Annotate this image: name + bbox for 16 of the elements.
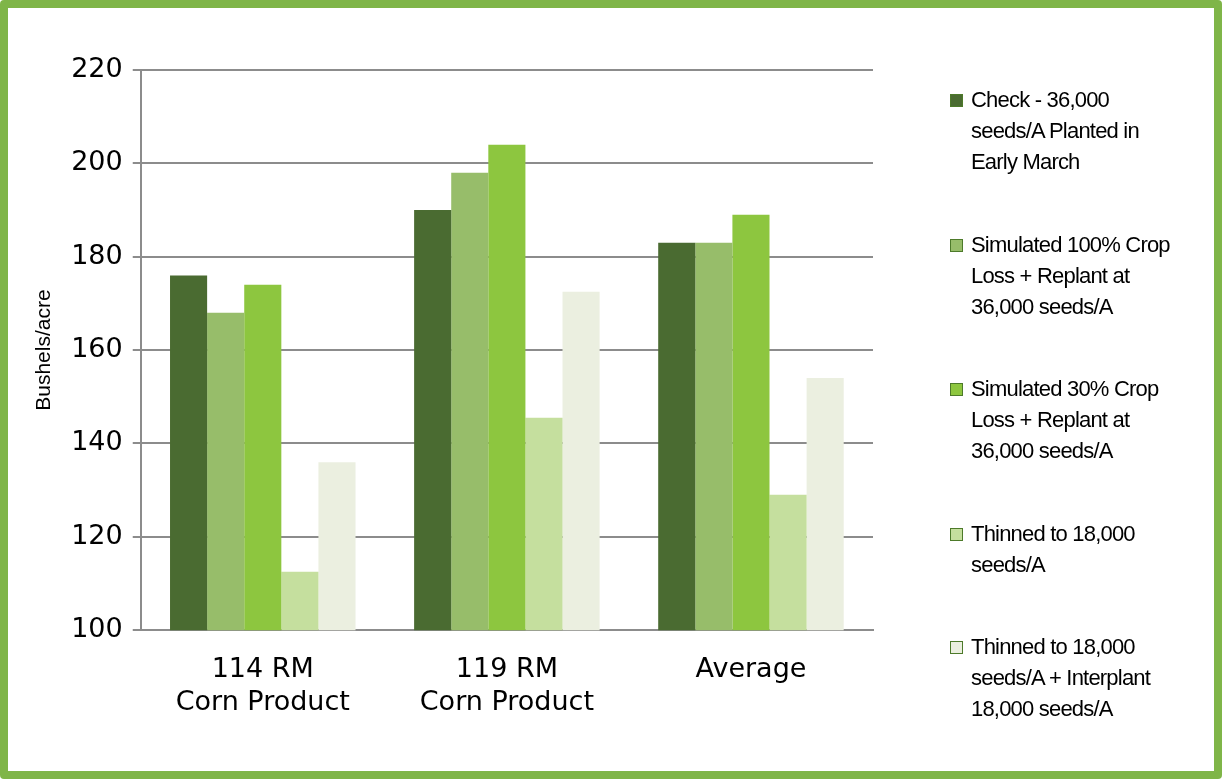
legend-label: Thinned to 18,000 seeds/A + Interplant 18,000 seeds/A — [971, 633, 1152, 723]
y-tick-label: 180 — [71, 238, 123, 270]
legend-label: Check - 36,000 seeds/A Planted in Early March — [971, 86, 1140, 176]
y-tick-label: 120 — [71, 518, 123, 550]
x-tick-label: Average — [695, 652, 807, 684]
legend-label: Simulated 100% Crop Loss + Replant at 36,000 seeds/A — [971, 230, 1171, 321]
y-axis-title: Bushels/acre — [31, 289, 55, 411]
x-tick-label: 114 RM Corn Product — [175, 652, 350, 716]
y-tick-label: 140 — [71, 425, 123, 457]
legend-label: Simulated 30% Crop Loss + Replant at 36,000 seeds/A — [971, 375, 1160, 465]
x-tick-label: 119 RM Corn Product — [419, 652, 594, 716]
y-tick-label: 220 — [71, 52, 123, 84]
legend-label: Thinned to 18,000 seeds/A — [971, 519, 1136, 579]
y-tick-label: 160 — [71, 332, 123, 364]
y-tick-label: 100 — [71, 612, 123, 644]
y-tick-label: 200 — [71, 145, 123, 177]
